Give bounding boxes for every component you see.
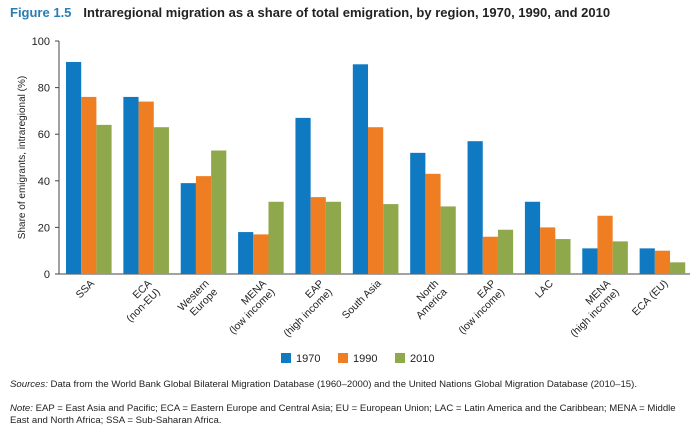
x-tick-label: South Asia: [340, 278, 384, 322]
figure-caption: Intraregional migration as a share of to…: [83, 5, 611, 20]
bar-1990: [482, 236, 498, 274]
figure-number: Figure 1.5: [10, 5, 72, 20]
sources-note: Sources: Data from the World Bank Global…: [10, 379, 694, 391]
bar-2010: [325, 201, 342, 274]
abbreviations-note: Note: EAP = East Asia and Pacific; ECA =…: [10, 403, 694, 427]
bar-1990: [81, 96, 97, 274]
figure-title: Figure 1.5 Intraregional migration as a s…: [10, 5, 610, 20]
bar-1990: [310, 197, 326, 274]
bar-1990: [425, 173, 441, 274]
y-tick-label: 40: [38, 176, 50, 188]
bar-2010: [555, 239, 571, 274]
x-tick-label: NorthAmerica: [405, 278, 449, 322]
legend-label-2010: 2010: [410, 353, 434, 365]
x-tick-label: EAP(low income): [448, 278, 507, 337]
bar-2010: [440, 206, 456, 274]
legend-label-1990: 1990: [353, 353, 377, 365]
x-tick-label: LAC: [533, 277, 556, 300]
bar-1970: [180, 183, 196, 274]
legend: 1970 1990 2010: [281, 353, 434, 365]
bar-2010: [211, 150, 227, 274]
bar-1970: [352, 64, 369, 274]
bar-2010: [670, 262, 686, 274]
bar-1990: [368, 127, 384, 275]
legend-label-1970: 1970: [296, 353, 320, 365]
bar-2010: [153, 127, 169, 275]
x-tick-label: MENA(low income): [218, 278, 277, 337]
y-tick-label: 100: [32, 36, 50, 48]
bar-1970: [639, 248, 655, 274]
x-tick-label: SSA: [74, 278, 97, 301]
y-axis-title: Share of emigrants, intraregional (%): [17, 76, 28, 239]
bar-1970: [467, 141, 483, 274]
bar-1990: [195, 176, 212, 274]
legend-swatch-2010: [395, 353, 405, 363]
bar-2010: [497, 229, 514, 274]
bar-2010: [383, 204, 399, 274]
bar-2010: [96, 124, 112, 274]
bar-1990: [597, 215, 613, 274]
bar-1990: [654, 250, 671, 274]
sources-label: Sources:: [10, 379, 48, 390]
note-text: EAP = East Asia and Pacific; ECA = Easte…: [10, 403, 676, 426]
legend-swatch-1990: [338, 353, 348, 363]
bar-1970: [295, 117, 311, 274]
bar-1970: [524, 201, 541, 274]
bar-chart: 0 20 40 60 80 100 Share of emigrants, intrareg…: [17, 36, 690, 365]
bar-1970: [66, 61, 82, 274]
bar-1970: [123, 96, 139, 274]
bar-1970: [582, 248, 598, 274]
bar-2010: [268, 201, 284, 274]
bar-1990: [540, 227, 556, 274]
note-label: Note:: [10, 403, 33, 414]
bars: [66, 61, 686, 275]
x-tick-label: WesternEurope: [176, 278, 221, 323]
bar-1970: [410, 152, 426, 274]
bar-1990: [253, 234, 269, 274]
x-tick-labels: SSA ECA(non-EU) WesternEurope MENA(low inco…: [74, 277, 671, 339]
y-tick-label: 20: [38, 222, 50, 234]
x-tick-label: ECA(non-EU): [116, 278, 163, 325]
y-tick-label: 0: [44, 269, 50, 281]
y-tick-label: 80: [38, 83, 50, 95]
legend-swatch-1970: [281, 353, 291, 363]
x-tick-label: ECA (EU): [630, 278, 671, 319]
x-tick-label: EAP(high income): [273, 278, 335, 340]
bar-1990: [138, 101, 154, 274]
sources-text: Data from the World Bank Global Bilatera…: [47, 379, 637, 390]
y-tick-label: 60: [38, 129, 50, 141]
bar-2010: [612, 241, 628, 274]
x-tick-label: MENA(high income): [560, 278, 622, 340]
bar-1970: [238, 232, 254, 274]
